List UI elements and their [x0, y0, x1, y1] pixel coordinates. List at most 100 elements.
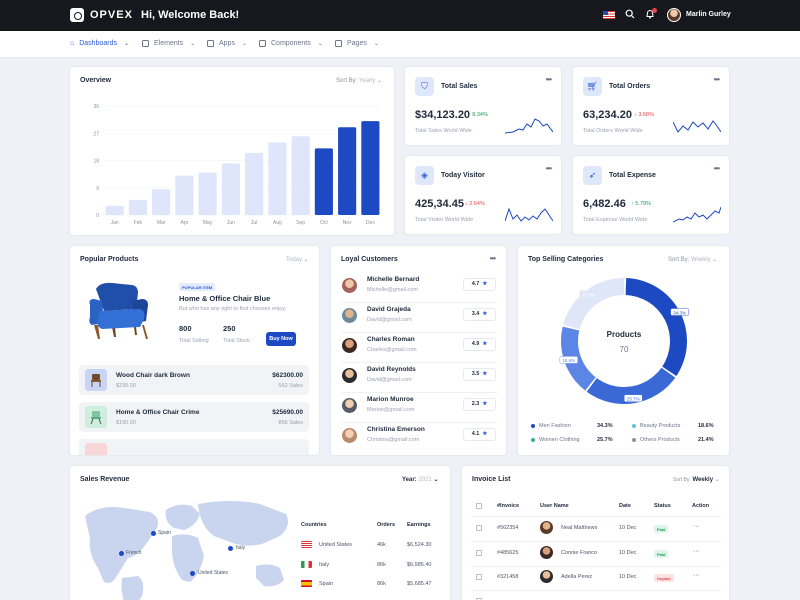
slice-label: 25.7%: [627, 397, 640, 402]
nav-elements[interactable]: Elements ⌄: [142, 40, 195, 47]
product-price: $190.00: [116, 420, 136, 426]
more-icon[interactable]: ···: [693, 523, 700, 530]
more-icon[interactable]: ···: [693, 548, 700, 555]
column-header: User Name: [540, 503, 569, 509]
more-icon[interactable]: •••: [489, 254, 496, 263]
map-label: Italy: [236, 545, 246, 551]
bar[interactable]: [105, 205, 124, 215]
chevron-down-icon: ⌄: [190, 41, 196, 47]
list-item[interactable]: David Reynolds David@gmail.com 3.5 ★: [342, 363, 497, 393]
bar[interactable]: [175, 175, 194, 215]
bar[interactable]: [221, 163, 240, 215]
customer-email: David@gmail.com: [367, 317, 412, 323]
invoice-sort-dropdown[interactable]: Sort By: Weekly ⌄: [673, 477, 720, 483]
overview-sort-dropdown[interactable]: Sort By: Yearly ⌄: [336, 78, 383, 84]
more-icon[interactable]: •••: [545, 164, 552, 173]
popular-filter-dropdown[interactable]: Today ⌄: [286, 257, 309, 263]
y-tick-label: 27: [93, 131, 99, 137]
legend-label: Men Fashion: [539, 423, 571, 429]
bar[interactable]: [245, 152, 264, 215]
more-icon[interactable]: ···: [693, 572, 700, 579]
donut-slice[interactable]: [586, 367, 676, 404]
row-checkbox[interactable]: [476, 525, 482, 531]
invoice-user: Neal Matthews: [561, 525, 598, 531]
bar[interactable]: [198, 172, 217, 215]
donut-slice[interactable]: [625, 278, 687, 377]
list-item[interactable]: [79, 439, 309, 455]
bar[interactable]: [314, 148, 333, 215]
rating-badge: 2.3 ★: [463, 398, 496, 411]
map-marker[interactable]: [228, 546, 233, 551]
logo-icon: [70, 8, 84, 22]
list-item[interactable]: Michelle Bernard Michelle@gmail.com 4.7 ★: [342, 273, 497, 303]
donut-slice[interactable]: [561, 326, 596, 391]
invoice-user: Adella Perez: [561, 574, 593, 580]
more-icon[interactable]: •••: [545, 75, 552, 84]
legend-dot: [632, 424, 636, 428]
popular-products-card: Popular Products Today ⌄ POPULAR ITEM Ho…: [69, 245, 320, 456]
total-selling-value: 800: [179, 324, 192, 333]
nav-dashboards[interactable]: ⌂ Dashboards ⌄: [70, 40, 129, 47]
top-selling-card: Top Selling Categories Sort By: Weekly ⌄…: [517, 245, 730, 456]
row-checkbox[interactable]: [476, 550, 482, 556]
x-tick-label: Feb: [134, 220, 143, 226]
list-item[interactable]: Christina Emerson Christina@gmail.com 4.…: [342, 423, 497, 453]
map-marker[interactable]: [190, 571, 195, 576]
select-all-checkbox[interactable]: [476, 503, 482, 509]
legend-label: Others Products: [640, 437, 680, 443]
bar[interactable]: [268, 142, 287, 215]
map-marker[interactable]: [151, 531, 156, 536]
list-item[interactable]: Charles Roman Charles@gmail.com 4.9 ★: [342, 333, 497, 363]
us-flag-icon[interactable]: [603, 11, 615, 19]
notification-dot: [652, 8, 657, 13]
donut-slice[interactable]: [563, 278, 625, 330]
sort-value: Weekly: [691, 257, 711, 263]
nav-pages[interactable]: Pages ⌄: [335, 40, 379, 47]
card-title: Sales Revenue: [80, 476, 130, 483]
product-name: Home & Office Chair Blue: [179, 294, 271, 303]
list-item[interactable]: Home & Office Chair Crime $190.00 $25690…: [79, 402, 309, 432]
list-item[interactable]: David Grajeda David@gmail.com 3.4 ★: [342, 303, 497, 333]
year-dropdown[interactable]: Year: 2021 ⌄: [402, 477, 439, 483]
star-icon: ★: [482, 311, 488, 317]
nav-components[interactable]: Components ⌄: [259, 40, 323, 47]
slice-label-bg: [624, 394, 643, 402]
search-icon[interactable]: [624, 9, 636, 21]
more-icon[interactable]: •••: [713, 164, 720, 173]
bell-icon[interactable]: [644, 9, 656, 21]
stat-value: 425,34.45: [415, 198, 464, 210]
star-icon: ★: [482, 281, 488, 287]
row-checkbox[interactable]: [476, 574, 482, 580]
bar[interactable]: [338, 127, 357, 215]
stat-subtitle: Total Visitor World Wide: [415, 217, 474, 223]
rating-badge: 3.4 ★: [463, 308, 496, 321]
list-item[interactable]: Marion Munroe Marion@gmail.com 2.3 ★: [342, 393, 497, 423]
list-item[interactable]: Wood Chair dark Brown $230.00 $62300.00 …: [79, 365, 309, 395]
bar[interactable]: [152, 189, 171, 215]
brand-name: OPVEX: [90, 9, 133, 21]
logo[interactable]: OPVEX: [70, 8, 133, 22]
more-icon[interactable]: •••: [713, 75, 720, 84]
bar[interactable]: [291, 136, 310, 215]
product-image: [89, 282, 148, 339]
product-thumbnail: [85, 443, 107, 455]
stat-change-value: 3.68%: [638, 112, 654, 118]
customer-name: David Reynolds: [367, 366, 416, 373]
stat-value: $34,123.20: [415, 109, 471, 121]
map-label: French: [126, 550, 142, 556]
x-tick-label: Mar: [157, 220, 166, 226]
avatar[interactable]: [667, 8, 681, 22]
x-tick-label: Jul: [251, 220, 257, 226]
legend-value: 21.4%: [698, 437, 714, 443]
slice-label-bg: [579, 290, 598, 298]
categories-sort-dropdown[interactable]: Sort By: Weekly ⌄: [668, 257, 718, 263]
bar[interactable]: [128, 199, 147, 215]
row-checkbox[interactable]: [476, 598, 482, 600]
map-marker[interactable]: [119, 551, 124, 556]
legend-item: Women Clothing: [531, 437, 580, 443]
buy-now-button[interactable]: Buy Now: [266, 332, 296, 346]
nav-apps[interactable]: Apps ⌄: [207, 40, 247, 47]
bar[interactable]: [361, 121, 380, 215]
user-name[interactable]: Marlin Gurley: [686, 11, 731, 18]
country-name: Spain: [319, 581, 334, 587]
